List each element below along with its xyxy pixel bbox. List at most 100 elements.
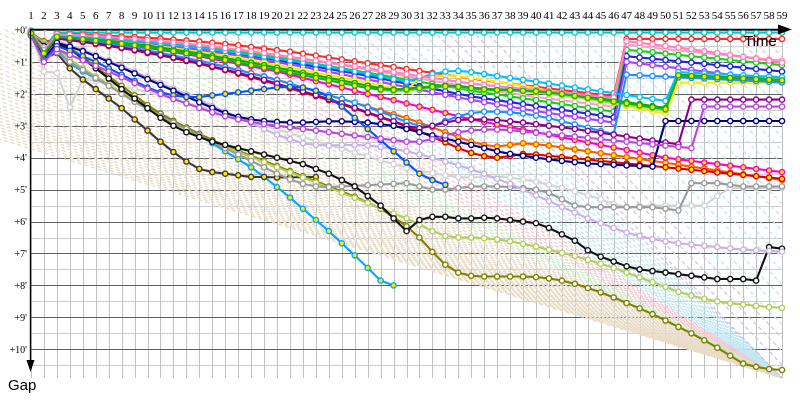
data-point-marker bbox=[519, 87, 527, 94]
x-tick-label: 1 bbox=[28, 10, 34, 22]
data-point-marker bbox=[636, 60, 643, 67]
data-point-marker bbox=[429, 176, 436, 184]
data-point-marker bbox=[364, 119, 372, 126]
reference-line bbox=[0, 114, 783, 379]
data-point-marker bbox=[53, 69, 61, 77]
data-point-marker bbox=[144, 36, 151, 44]
data-point-marker bbox=[649, 235, 656, 243]
data-point-marker bbox=[403, 70, 410, 78]
data-point-marker bbox=[118, 74, 125, 81]
data-point-marker bbox=[726, 170, 734, 177]
reference-line bbox=[0, 130, 783, 379]
x-tick-label: 13 bbox=[181, 10, 193, 22]
data-point-marker bbox=[701, 47, 708, 55]
reference-line bbox=[0, 107, 783, 379]
data-point-marker bbox=[364, 192, 372, 200]
data-point-marker bbox=[726, 103, 734, 110]
data-point-marker bbox=[299, 133, 307, 141]
data-point-marker bbox=[247, 163, 255, 171]
reference-line bbox=[509, 29, 783, 312]
data-point-marker bbox=[286, 176, 294, 183]
data-point-marker bbox=[118, 64, 125, 71]
data-point-marker bbox=[260, 29, 268, 36]
data-point-marker bbox=[739, 275, 747, 283]
data-point-marker bbox=[131, 70, 138, 77]
data-point-marker bbox=[701, 179, 708, 187]
data-point-marker bbox=[584, 86, 592, 93]
data-point-marker bbox=[351, 29, 359, 36]
data-point-marker bbox=[467, 84, 475, 92]
data-point-marker bbox=[610, 29, 618, 36]
data-point-marker bbox=[467, 109, 475, 117]
y-tick-label: +8' bbox=[15, 281, 28, 292]
data-point-marker bbox=[390, 180, 397, 188]
x-tick-label: 48 bbox=[634, 10, 646, 22]
data-point-marker bbox=[623, 299, 630, 307]
reference-line bbox=[0, 117, 783, 379]
data-point-marker bbox=[610, 224, 618, 232]
data-series bbox=[27, 32, 786, 152]
data-point-marker bbox=[480, 273, 488, 280]
data-point-marker bbox=[390, 75, 397, 83]
data-point-marker bbox=[325, 128, 333, 136]
data-point-marker bbox=[701, 295, 708, 303]
data-point-marker bbox=[221, 66, 229, 73]
data-point-marker bbox=[195, 41, 203, 49]
data-point-marker bbox=[701, 103, 708, 110]
data-point-marker bbox=[752, 246, 760, 254]
data-point-marker bbox=[739, 64, 747, 71]
data-point-marker bbox=[338, 183, 346, 190]
data-point-marker bbox=[584, 256, 592, 264]
data-point-marker bbox=[157, 81, 164, 89]
data-point-marker bbox=[584, 246, 592, 254]
data-point-marker bbox=[467, 174, 475, 181]
data-point-marker bbox=[467, 68, 475, 76]
data-point-marker bbox=[299, 29, 307, 36]
data-point-marker bbox=[752, 363, 760, 371]
x-tick-label: 14 bbox=[194, 10, 206, 22]
reference-line bbox=[367, 29, 783, 379]
data-point-marker bbox=[157, 90, 164, 98]
data-point-marker bbox=[506, 273, 514, 280]
data-point-marker bbox=[688, 29, 695, 36]
data-point-marker bbox=[662, 117, 669, 125]
data-point-marker bbox=[183, 128, 190, 136]
data-point-marker bbox=[519, 240, 527, 248]
data-point-marker bbox=[558, 124, 566, 131]
data-point-marker bbox=[506, 174, 514, 181]
data-point-marker bbox=[299, 180, 307, 188]
data-point-marker bbox=[571, 29, 579, 36]
x-tick-label: 49 bbox=[647, 10, 659, 22]
reference-line bbox=[95, 29, 783, 379]
data-point-marker bbox=[312, 127, 320, 134]
data-point-marker bbox=[545, 29, 553, 36]
reference-line bbox=[561, 29, 783, 258]
data-point-marker bbox=[662, 154, 669, 161]
data-point-marker bbox=[649, 203, 656, 211]
data-point-marker bbox=[752, 117, 760, 125]
data-point-marker bbox=[260, 64, 268, 71]
data-point-marker bbox=[144, 104, 151, 112]
data-point-marker bbox=[170, 47, 177, 55]
data-point-marker bbox=[623, 71, 630, 78]
reference-line bbox=[677, 29, 783, 138]
data-point-marker bbox=[610, 151, 618, 159]
data-point-marker bbox=[765, 57, 773, 64]
data-point-marker bbox=[597, 117, 605, 124]
data-point-marker bbox=[623, 29, 630, 36]
reference-line bbox=[0, 127, 783, 379]
data-point-marker bbox=[545, 98, 553, 106]
data-point-marker bbox=[623, 138, 630, 145]
reference-line bbox=[147, 29, 783, 379]
data-point-marker bbox=[662, 142, 669, 149]
data-point-marker bbox=[234, 69, 242, 77]
data-point-marker bbox=[416, 170, 423, 177]
data-point-marker bbox=[454, 94, 462, 101]
data-point-marker bbox=[714, 169, 721, 176]
x-tick-label: 24 bbox=[323, 10, 335, 22]
data-point-marker bbox=[623, 229, 630, 236]
data-point-marker bbox=[701, 274, 708, 281]
data-point-marker bbox=[571, 209, 579, 216]
x-tick-label: 16 bbox=[220, 10, 232, 22]
data-point-marker bbox=[532, 140, 540, 148]
